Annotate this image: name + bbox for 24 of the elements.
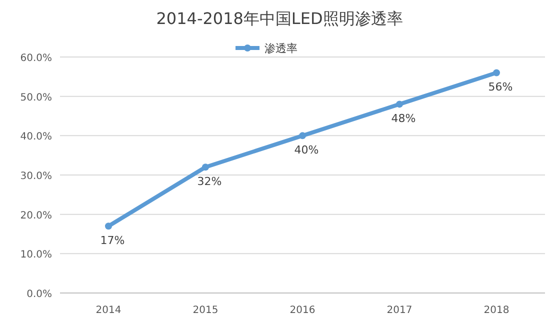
y-tick-label: 60.0% <box>20 53 52 64</box>
x-tick-label: 2016 <box>290 305 316 316</box>
x-tick-label: 2017 <box>386 305 412 316</box>
x-tick-label: 2015 <box>192 305 218 316</box>
y-tick-label: 50.0% <box>20 92 52 104</box>
y-tick-label: 10.0% <box>20 250 52 261</box>
point <box>202 164 209 171</box>
data-label: 40% <box>294 144 319 157</box>
data-label: 32% <box>197 175 222 188</box>
y-tick-label: 40.0% <box>20 132 52 143</box>
point <box>105 222 112 230</box>
data-label: 17% <box>100 234 125 248</box>
point <box>299 132 306 140</box>
y-tick-label: 20.0% <box>20 210 52 222</box>
point <box>493 69 500 76</box>
point <box>396 100 403 108</box>
y-tick-label: 0.0% <box>26 289 52 300</box>
data-label: 56% <box>488 80 513 94</box>
x-tick-label: 2018 <box>484 305 510 316</box>
chart-title: 2014-2018年中国LED照明渗透率 <box>156 9 403 28</box>
y-tick-label: 30.0% <box>20 171 52 182</box>
x-tick-label: 2014 <box>96 305 122 316</box>
data-label: 48% <box>391 112 416 126</box>
legend-label: 渗透率 <box>264 42 298 55</box>
